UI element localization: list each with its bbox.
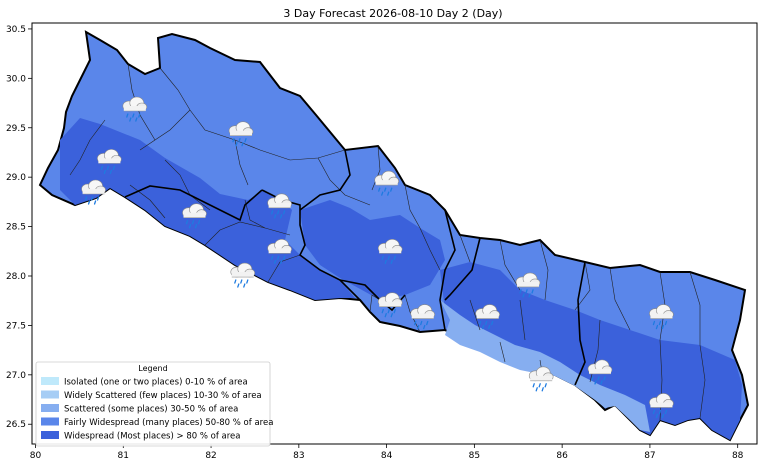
rain-icons [81,96,674,419]
y-tick-label: 27.5 [6,321,26,331]
legend-box [35,361,271,447]
legend-label: Isolated (one or two places) 0-10 % of a… [64,378,248,388]
widespread-zone-central [300,200,445,300]
rain-cloud-icon [228,121,254,147]
rain-cloud-icon [122,96,148,122]
rain-cloud-icon [377,292,403,318]
y-tick-label: 29.5 [6,124,26,134]
legend-swatch [41,390,59,399]
y-tick-label: 29.0 [6,173,26,183]
rain-cloud-icon [182,203,207,229]
x-tick-label: 88 [732,451,744,461]
rain-cloud-icon [515,272,541,298]
legend-swatch [41,431,59,439]
y-axis-ticks: 30.5 30.0 29.5 29.0 28.5 28.0 27.5 27.0 26.5 [6,25,32,430]
legend-swatch [41,404,59,412]
rain-cloud-icon [267,239,292,264]
rain-cloud-icon [475,304,500,330]
legend: Legend Isolated (one or two places) 0-10… [35,361,273,447]
rain-cloud-icon [649,393,674,419]
x-tick-label: 84 [381,451,393,461]
y-tick-label: 30.0 [6,74,26,84]
district-boundaries [69,63,706,421]
x-tick-label: 80 [30,451,42,461]
rain-cloud-icon [81,179,106,205]
y-tick-label: 28.5 [6,223,26,233]
legend-swatch [41,417,59,426]
rain-cloud-icon [649,304,674,330]
rain-cloud-icon [230,262,256,288]
x-tick-label: 86 [556,451,568,461]
rain-cloud-icon [528,366,554,392]
y-tick-label: 26.5 [6,420,26,430]
scattered-zone-south [440,300,650,432]
rain-cloud-icon [374,170,400,196]
y-tick-label: 28.0 [6,272,26,282]
y-tick-label: 27.0 [6,371,26,381]
legend-label: Scattered (some places) 30-50 % of area [64,405,238,415]
rain-cloud-icon [587,359,613,385]
y-tick-label: 30.5 [6,25,26,35]
legend-swatch [41,377,59,385]
rain-cloud-icon [410,304,436,330]
legend-label: Fairly Widespread (many places) 50-80 % … [64,418,273,428]
widespread-zone-west [60,118,355,300]
legend-label: Widely Scattered (few places) 10-30 % of… [64,391,262,401]
x-tick-label: 81 [118,451,129,461]
rain-cloud-icon [97,149,122,175]
nepal-map [38,30,750,442]
rain-cloud-icon [377,239,403,264]
map-title: 3 Day Forecast 2026-08-10 Day 2 (Day) [283,7,502,20]
x-tick-label: 83 [293,451,304,461]
x-tick-label: 85 [469,451,480,461]
x-tick-label: 82 [205,451,216,461]
rain-cloud-icon [267,193,292,219]
legend-title: Legend [138,364,167,373]
legend-label: Widespread (Most places) > 80 % of area [64,432,240,442]
x-tick-label: 87 [644,451,655,461]
x-axis-ticks: 80 81 82 83 84 85 86 87 88 [30,444,744,461]
